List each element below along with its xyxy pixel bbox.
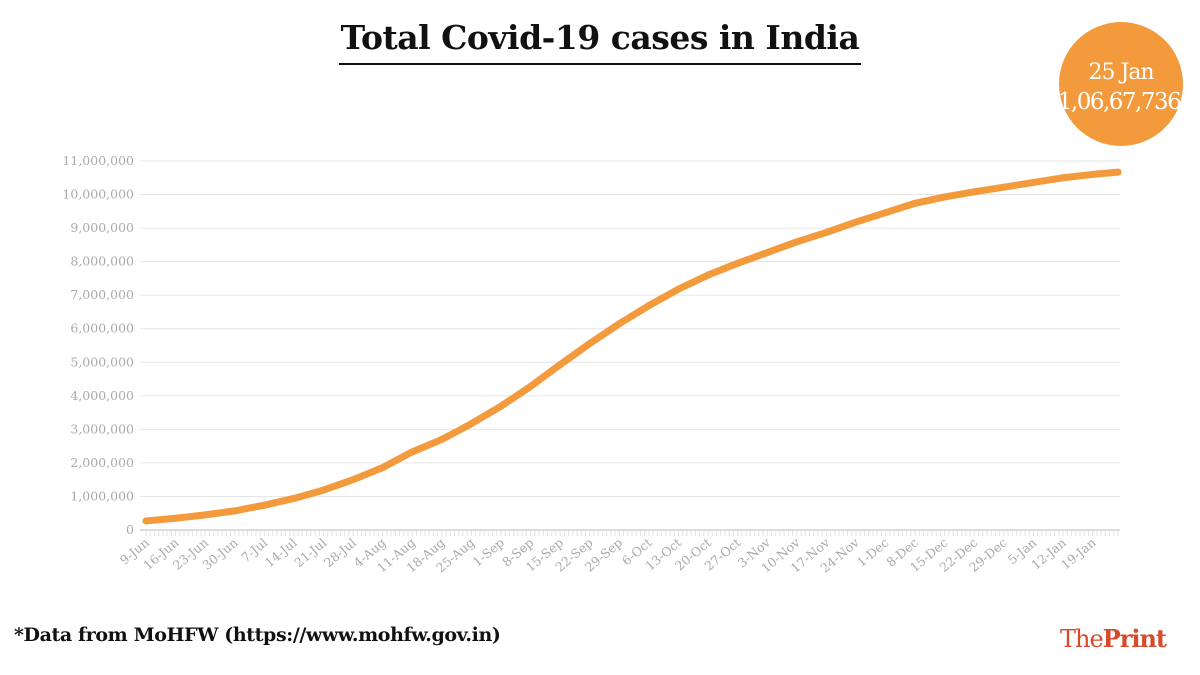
y-tick-label: 6,000,000 (70, 321, 134, 336)
chart-title: Total Covid-19 cases in India (0, 18, 1200, 65)
data-point (763, 249, 771, 257)
gridlines (140, 160, 1120, 531)
theprint-logo: ThePrint (1060, 624, 1167, 653)
data-point (497, 402, 505, 410)
y-tick-label: 0 (126, 522, 134, 537)
data-point (674, 285, 682, 293)
data-point (1089, 170, 1097, 178)
latest-value-annotation: 25 Jan 1,06,67,736 (1058, 22, 1183, 146)
y-tick-label: 2,000,000 (70, 455, 134, 470)
data-point (201, 511, 209, 519)
data-point (349, 476, 357, 484)
data-point (586, 339, 594, 347)
series-path (142, 168, 1122, 525)
x-tick-label: 1-Dec (854, 535, 892, 570)
y-tick-label: 9,000,000 (70, 220, 134, 235)
y-tick-label: 8,000,000 (70, 254, 134, 269)
data-point (1059, 174, 1067, 182)
data-point (793, 238, 801, 246)
data-point (822, 228, 830, 236)
data-point (615, 320, 623, 328)
data-point (645, 302, 653, 310)
data-point (734, 259, 742, 267)
data-point (260, 501, 268, 509)
data-point (1029, 178, 1037, 186)
y-tick-label: 11,000,000 (62, 153, 134, 168)
data-point (319, 486, 327, 494)
y-tick-label: 7,000,000 (70, 287, 134, 302)
source-footnote: *Data from MoHFW (https://www.mohfw.gov.… (14, 624, 501, 646)
data-point (142, 517, 150, 525)
data-point (556, 361, 564, 369)
data-point (852, 218, 860, 226)
data-point (970, 188, 978, 196)
data-point (911, 199, 919, 207)
data-point (290, 494, 298, 502)
data-point (467, 420, 475, 428)
y-tick-label: 10,000,000 (62, 187, 134, 202)
x-tick-label: 28-Jul (321, 535, 359, 570)
data-point (1000, 183, 1008, 191)
x-axis-ticks: 9-Jun16-Jun23-Jun30-Jun7-Jul14-Jul21-Jul… (117, 530, 1119, 576)
annotation-value: 1,06,67,736 (1057, 89, 1182, 115)
data-point (379, 464, 387, 472)
y-tick-label: 1,000,000 (70, 488, 134, 503)
y-tick-label: 4,000,000 (70, 388, 134, 403)
x-tick-label: 1-Sep (470, 535, 507, 570)
annotation-date: 25 Jan (1088, 60, 1154, 85)
data-point (408, 448, 416, 456)
data-point (438, 435, 446, 443)
y-tick-label: 5,000,000 (70, 354, 134, 369)
y-tick-label: 3,000,000 (70, 421, 134, 436)
data-point (172, 514, 180, 522)
data-point (1114, 168, 1122, 176)
x-tick-label: 21-Jul (291, 535, 329, 570)
data-point (527, 382, 535, 390)
series-line (142, 168, 1122, 525)
data-point (231, 507, 239, 515)
x-tick-label: 14-Jul (262, 535, 300, 570)
data-point (882, 209, 890, 217)
y-axis-ticks: 0 1,000,000 2,000,000 3,000,000 4,000,000 5,0… (62, 153, 134, 537)
data-point (704, 271, 712, 279)
data-point (941, 193, 949, 201)
